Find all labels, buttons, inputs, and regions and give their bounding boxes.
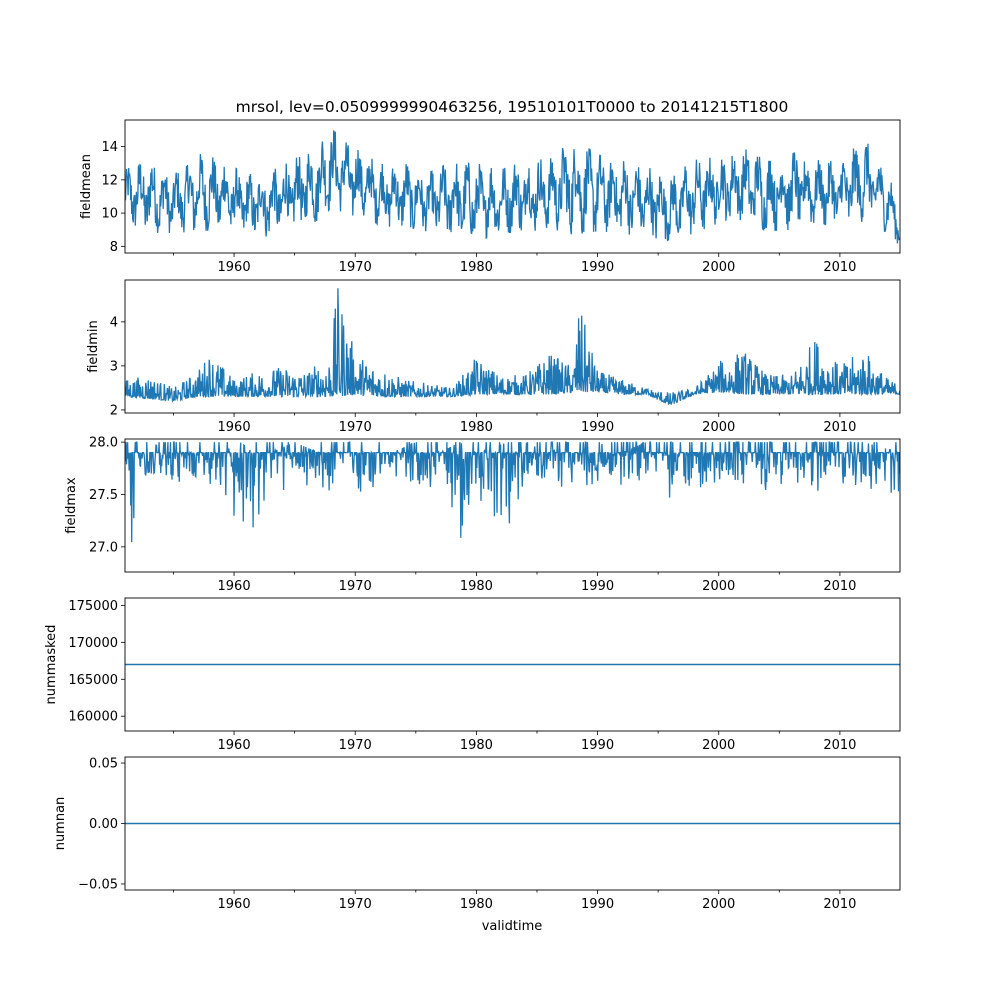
y-tick-label: 14 [101, 140, 118, 155]
x-tick-label: 1980 [460, 579, 493, 594]
x-tick-label: 2010 [823, 579, 856, 594]
y-tick-label: 27.5 [89, 488, 118, 503]
x-tick-label: 1970 [339, 897, 372, 912]
y-tick-label: 10 [101, 207, 118, 222]
x-tick-label: 2000 [702, 738, 735, 753]
x-axis-label: validtime [482, 919, 543, 934]
y-tick-label: −0.05 [78, 877, 118, 892]
x-tick-label: 2000 [702, 897, 735, 912]
y-tick-label: 165000 [68, 673, 118, 688]
y-tick-label: 8 [110, 240, 118, 255]
x-tick-label: 1990 [581, 738, 614, 753]
y-tick-label: 2 [110, 403, 118, 418]
x-tick-label: 2000 [702, 260, 735, 275]
panel-fieldmax: 1960 1970 1980 1990 2000 2010 27.0 27.5 28.0 fiel… [64, 436, 901, 594]
y-axis-label: numnan [53, 797, 68, 851]
y-tick-label: 160000 [68, 710, 118, 725]
panel-nummasked: 1960 1970 1980 1990 2000 2010 160000 165000 1700… [44, 597, 901, 753]
series-line-fieldmin [125, 288, 900, 406]
x-tick-label: 1970 [339, 738, 372, 753]
x-tick-label: 2010 [823, 738, 856, 753]
x-tick-label: 1960 [218, 420, 251, 435]
y-tick-label: 28.0 [89, 436, 118, 451]
x-tick-label: 1970 [339, 260, 372, 275]
x-tick-label: 1990 [581, 897, 614, 912]
y-tick-label: 0.05 [89, 757, 118, 772]
x-tick-label: 1990 [581, 420, 614, 435]
x-tick-label: 1990 [581, 579, 614, 594]
x-tick-label: 1980 [460, 897, 493, 912]
x-tick-label: 1980 [460, 260, 493, 275]
series-line-fieldmean [125, 130, 900, 244]
x-tick-label: 1960 [218, 579, 251, 594]
y-tick-label: 3 [110, 359, 118, 374]
x-tick-label: 1960 [218, 897, 251, 912]
x-tick-label: 2000 [702, 579, 735, 594]
series-line-fieldmax [125, 441, 900, 543]
y-axis-label: fieldmean [79, 154, 94, 219]
plot-frame [124, 279, 901, 414]
plot-frame [124, 438, 901, 573]
plot-frame [124, 119, 901, 254]
y-tick-label: 4 [110, 315, 118, 330]
y-tick-label: 12 [101, 173, 118, 188]
x-tick-label: 2010 [823, 897, 856, 912]
y-axis-label: fieldmin [86, 320, 101, 373]
panel-fieldmin: 1960 1970 1980 1990 2000 2010 2 3 4 fieldmin [86, 279, 901, 435]
y-tick-label: 175000 [68, 599, 118, 614]
plot-frame [124, 597, 901, 732]
x-tick-label: 2000 [702, 420, 735, 435]
panel-fieldmean: 1960 1970 1980 1990 2000 2010 8 10 12 14 fieldmean [79, 119, 901, 275]
y-axis-label: fieldmax [64, 477, 79, 534]
x-tick-label: 1980 [460, 738, 493, 753]
x-tick-label: 2010 [823, 260, 856, 275]
x-tick-label: 1980 [460, 420, 493, 435]
y-tick-label: 27.0 [89, 540, 118, 555]
y-axis-label: nummasked [44, 625, 59, 705]
y-tick-label: 170000 [68, 636, 118, 651]
panel-numnan: 1960 1970 1980 1990 2000 2010 −0.05 0.00 0.05 num… [53, 757, 901, 912]
x-tick-label: 1970 [339, 420, 372, 435]
chart-title: mrsol, lev=0.0509999990463256, 19510101T… [236, 98, 789, 116]
x-tick-label: 1960 [218, 738, 251, 753]
x-tick-label: 1960 [218, 260, 251, 275]
x-tick-label: 2010 [823, 420, 856, 435]
x-tick-label: 1990 [581, 260, 614, 275]
x-tick-label: 1970 [339, 579, 372, 594]
y-tick-label: 0.00 [89, 817, 118, 832]
